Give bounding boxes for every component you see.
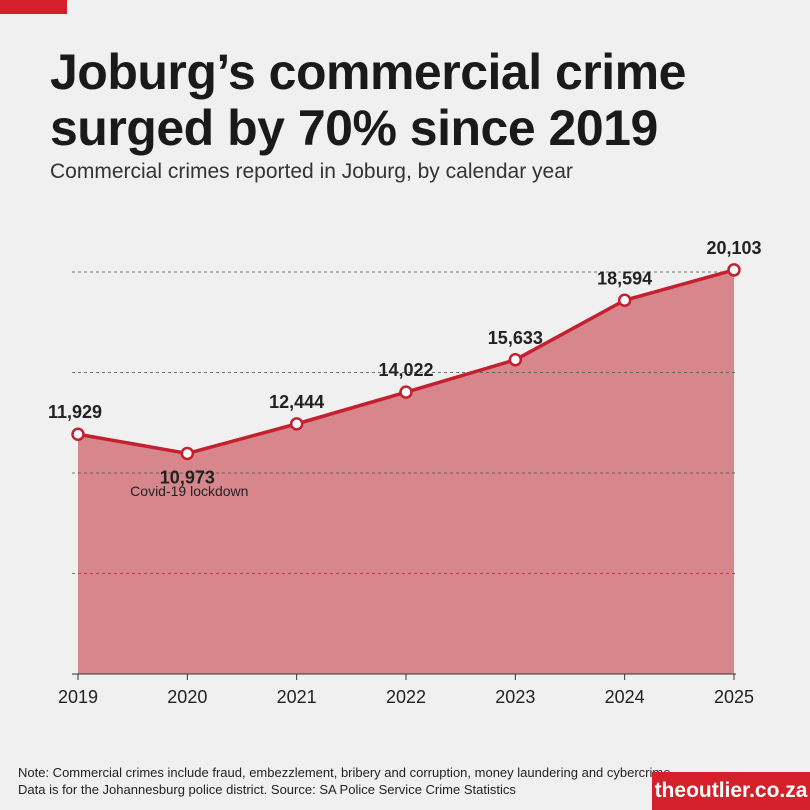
footnote: Note: Commercial crimes include fraud, e…: [18, 765, 675, 797]
data-label: 10,973: [160, 467, 215, 487]
brand-accent-bar: [0, 0, 67, 14]
data-point: [617, 293, 632, 308]
data-label: 15,633: [488, 328, 543, 348]
area-fill: [78, 269, 734, 674]
data-point: [289, 417, 304, 431]
data-label: 20,103: [706, 238, 761, 258]
chart-title: Joburg’s commercial crime surged by 70% …: [50, 44, 686, 156]
data-label: 11,929: [48, 402, 102, 422]
data-label: 18,594: [597, 268, 652, 288]
data-point: [508, 353, 523, 367]
data-label: 14,022: [378, 360, 433, 380]
x-tick-label: 2025: [714, 687, 754, 707]
x-tick-label: 2024: [605, 687, 645, 707]
x-tick-label: 2022: [386, 687, 426, 707]
data-point: [71, 427, 85, 441]
x-tick-label: 2023: [495, 687, 535, 707]
x-tick-label: 2021: [277, 687, 317, 707]
chart-area: 2019 11,929 2020 10,973 2021 12,444 2022 14,022…: [48, 238, 762, 707]
annotation-covid-lockdown: Covid-19 lockdown: [130, 483, 248, 499]
x-tick-label: 2019: [58, 687, 98, 707]
brand-label: theoutlier.co.za: [652, 772, 810, 810]
x-tick-label: 2020: [167, 687, 207, 707]
data-point: [399, 385, 413, 399]
data-point: [727, 263, 741, 277]
chart-subtitle: Commercial crimes reported in Joburg, by…: [50, 160, 573, 183]
data-point: [180, 446, 195, 461]
data-label: 12,444: [269, 392, 324, 412]
